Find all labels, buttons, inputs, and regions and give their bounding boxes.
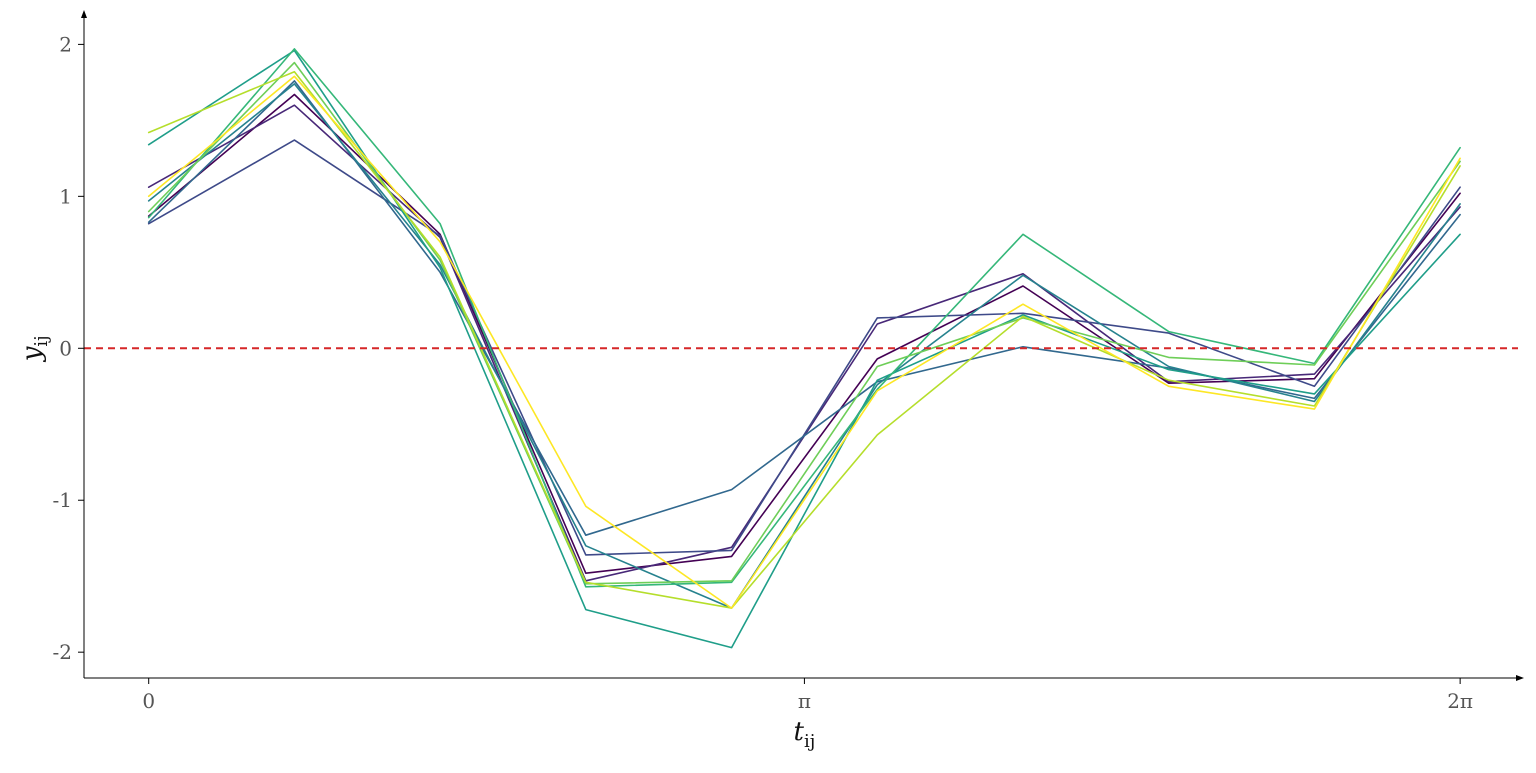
x-tick-label: 2π (1447, 689, 1473, 713)
series-line-3 (147, 139, 1461, 556)
x-tick-label: π (798, 689, 811, 713)
series-line-7 (147, 48, 1461, 588)
series-line-1 (147, 93, 1461, 575)
y-tick-label: 1 (59, 184, 72, 208)
y-ticks: -2 -1 0 1 2 (53, 32, 84, 664)
series-line-8 (147, 61, 1461, 585)
series-line-2 (147, 104, 1461, 582)
y-axis-title: yij (17, 335, 52, 362)
series-line-5 (147, 83, 1461, 609)
series-line-4 (147, 80, 1461, 537)
y-tick-label: -1 (53, 488, 72, 512)
series-line-10 (147, 75, 1461, 609)
y-tick-label: 0 (59, 336, 72, 360)
y-tick-label: -2 (53, 640, 72, 664)
x-axis-title: tij (794, 717, 816, 752)
y-tick-label: 2 (59, 32, 72, 56)
series-line-9 (147, 70, 1461, 609)
series-layer (147, 48, 1461, 649)
x-ticks: 0 π 2π (142, 678, 1473, 713)
x-tick-label: 0 (142, 689, 155, 713)
